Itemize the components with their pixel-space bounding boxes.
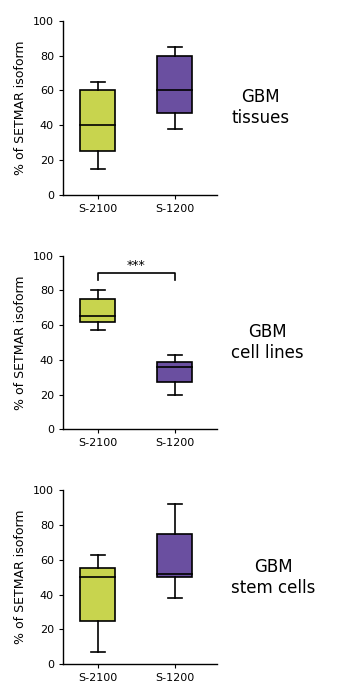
Text: GBM
tissues: GBM tissues xyxy=(231,89,289,127)
Bar xyxy=(80,568,115,621)
Y-axis label: % of SETMAR isoform: % of SETMAR isoform xyxy=(14,275,27,410)
Bar xyxy=(157,534,192,577)
Text: GBM
stem cells: GBM stem cells xyxy=(231,558,315,596)
Text: GBM
cell lines: GBM cell lines xyxy=(231,323,304,362)
Y-axis label: % of SETMAR isoform: % of SETMAR isoform xyxy=(14,510,27,644)
Y-axis label: % of SETMAR isoform: % of SETMAR isoform xyxy=(14,41,27,175)
Bar xyxy=(80,90,115,151)
Bar xyxy=(157,361,192,382)
Bar xyxy=(157,56,192,113)
Bar xyxy=(80,299,115,322)
Text: ***: *** xyxy=(127,259,146,272)
